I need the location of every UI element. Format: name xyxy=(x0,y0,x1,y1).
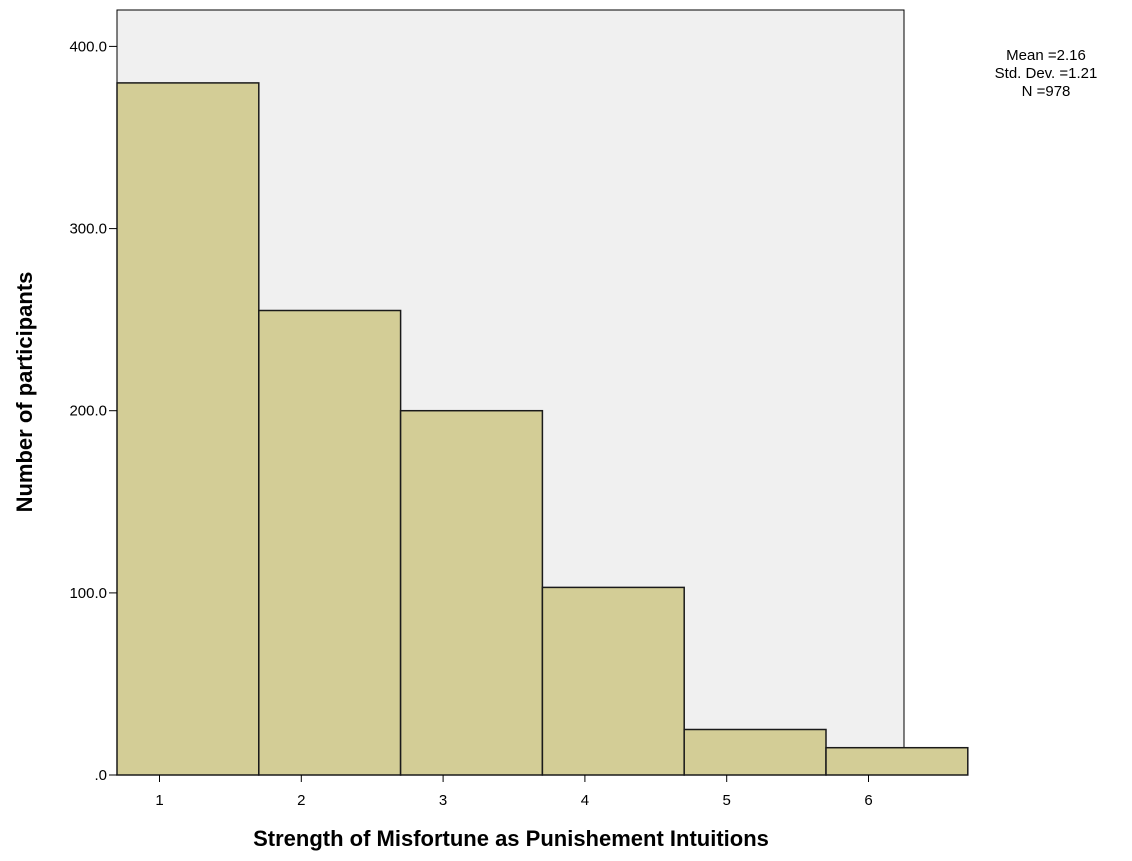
y-tick-label: .0 xyxy=(94,767,107,784)
y-tick-label: 100.0 xyxy=(69,585,107,602)
bar-3 xyxy=(399,409,544,776)
x-tick-label: 6 xyxy=(864,792,872,809)
x-axis-title: Strength of Misfortune as Punishement In… xyxy=(253,826,769,851)
x-tick-label: 5 xyxy=(723,792,731,809)
x-tick-label: 4 xyxy=(581,792,589,809)
y-axis-title: Number of participants xyxy=(12,272,37,513)
x-tick-label: 3 xyxy=(439,792,447,809)
x-tick-label: 2 xyxy=(297,792,305,809)
bar-4 xyxy=(541,586,685,776)
x-tick-label: 1 xyxy=(155,792,163,809)
stats-mean: Mean =2.16 xyxy=(1006,47,1086,64)
bar-6 xyxy=(825,746,969,776)
y-tick-label: 400.0 xyxy=(69,38,107,55)
bar-1 xyxy=(116,82,260,776)
stats-std-dev: Std. Dev. =1.21 xyxy=(995,65,1098,82)
y-tick-label: 200.0 xyxy=(69,403,107,420)
bar-2 xyxy=(258,309,402,776)
y-tick-label: 300.0 xyxy=(69,221,107,238)
bar-5 xyxy=(683,728,827,776)
bars-group xyxy=(116,82,969,776)
x-axis: 1 2 3 4 5 6 xyxy=(155,775,873,809)
stats-n: N =978 xyxy=(1022,83,1071,100)
y-axis: .0 100.0 200.0 300.0 400.0 xyxy=(69,38,117,784)
